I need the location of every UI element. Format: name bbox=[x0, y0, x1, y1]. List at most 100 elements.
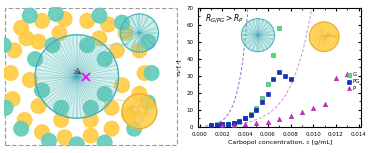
P bbox=[265, 121, 271, 123]
Circle shape bbox=[84, 128, 98, 143]
G bbox=[270, 54, 276, 57]
Circle shape bbox=[49, 7, 63, 21]
Circle shape bbox=[101, 17, 115, 32]
PG bbox=[270, 78, 276, 80]
Circle shape bbox=[5, 92, 20, 106]
Circle shape bbox=[35, 125, 50, 139]
PG bbox=[282, 75, 288, 77]
Circle shape bbox=[122, 94, 157, 129]
Circle shape bbox=[137, 66, 152, 80]
P bbox=[242, 123, 248, 125]
Circle shape bbox=[84, 101, 98, 115]
Circle shape bbox=[92, 31, 107, 46]
G bbox=[242, 117, 248, 120]
Circle shape bbox=[57, 12, 72, 26]
Circle shape bbox=[115, 78, 129, 93]
G bbox=[231, 121, 237, 124]
Circle shape bbox=[52, 26, 67, 40]
PG bbox=[265, 93, 271, 95]
PG bbox=[288, 78, 294, 80]
P bbox=[310, 107, 316, 109]
G bbox=[208, 124, 214, 126]
Circle shape bbox=[45, 38, 60, 52]
Circle shape bbox=[242, 19, 274, 52]
PG bbox=[208, 124, 214, 127]
PG bbox=[242, 117, 248, 120]
Circle shape bbox=[14, 21, 28, 35]
Circle shape bbox=[132, 87, 147, 101]
Circle shape bbox=[97, 52, 112, 66]
P bbox=[333, 76, 339, 79]
P bbox=[219, 124, 225, 127]
Circle shape bbox=[19, 31, 34, 46]
Circle shape bbox=[23, 8, 37, 23]
Circle shape bbox=[141, 34, 155, 49]
Circle shape bbox=[0, 38, 11, 52]
Circle shape bbox=[80, 14, 94, 28]
Circle shape bbox=[0, 101, 13, 115]
PG bbox=[236, 120, 242, 122]
PG bbox=[259, 101, 265, 103]
P bbox=[344, 73, 350, 75]
Circle shape bbox=[104, 121, 119, 136]
Circle shape bbox=[127, 121, 141, 136]
Circle shape bbox=[28, 52, 42, 66]
Circle shape bbox=[3, 66, 18, 80]
Circle shape bbox=[70, 137, 84, 152]
X-axis label: Carbopol concentration, c [g/mL]: Carbopol concentration, c [g/mL] bbox=[228, 140, 332, 145]
Circle shape bbox=[31, 99, 46, 113]
G bbox=[248, 113, 254, 115]
P bbox=[299, 111, 305, 114]
P bbox=[253, 122, 259, 124]
PG bbox=[276, 71, 282, 74]
P bbox=[322, 103, 328, 105]
PG bbox=[248, 114, 254, 116]
PG bbox=[231, 121, 237, 124]
G bbox=[276, 27, 282, 29]
G bbox=[214, 123, 220, 126]
Circle shape bbox=[54, 113, 68, 127]
Legend: G, PG, P: G, PG, P bbox=[345, 71, 361, 92]
Circle shape bbox=[118, 26, 133, 40]
PG bbox=[253, 109, 259, 111]
Circle shape bbox=[57, 130, 72, 145]
G bbox=[236, 120, 242, 123]
Circle shape bbox=[141, 95, 155, 110]
PG bbox=[225, 122, 231, 125]
G bbox=[219, 123, 225, 125]
Circle shape bbox=[35, 35, 119, 118]
Y-axis label: $n_b$ [-]: $n_b$ [-] bbox=[175, 59, 184, 76]
Circle shape bbox=[120, 14, 158, 52]
Circle shape bbox=[31, 34, 46, 49]
Circle shape bbox=[92, 8, 107, 23]
Circle shape bbox=[144, 66, 159, 80]
Circle shape bbox=[132, 43, 147, 58]
Circle shape bbox=[17, 113, 32, 127]
Circle shape bbox=[97, 135, 112, 150]
Circle shape bbox=[14, 121, 28, 136]
Circle shape bbox=[97, 87, 112, 101]
P bbox=[288, 115, 294, 117]
Circle shape bbox=[115, 15, 129, 30]
Circle shape bbox=[122, 107, 136, 122]
P bbox=[276, 118, 282, 121]
Circle shape bbox=[54, 101, 68, 115]
Circle shape bbox=[23, 73, 37, 87]
PG bbox=[219, 123, 225, 125]
G bbox=[259, 97, 265, 99]
Circle shape bbox=[309, 22, 339, 52]
Circle shape bbox=[80, 38, 94, 52]
G bbox=[225, 122, 231, 125]
G bbox=[253, 107, 259, 109]
Circle shape bbox=[42, 134, 56, 148]
PG bbox=[214, 124, 220, 126]
P bbox=[231, 124, 237, 126]
Circle shape bbox=[84, 113, 98, 127]
Circle shape bbox=[35, 14, 50, 28]
Circle shape bbox=[35, 83, 50, 98]
Circle shape bbox=[7, 43, 22, 58]
Circle shape bbox=[104, 101, 119, 115]
G bbox=[265, 83, 271, 86]
Circle shape bbox=[110, 43, 124, 58]
Text: $R_{G/PG} > R_P$: $R_{G/PG} > R_P$ bbox=[205, 12, 244, 25]
